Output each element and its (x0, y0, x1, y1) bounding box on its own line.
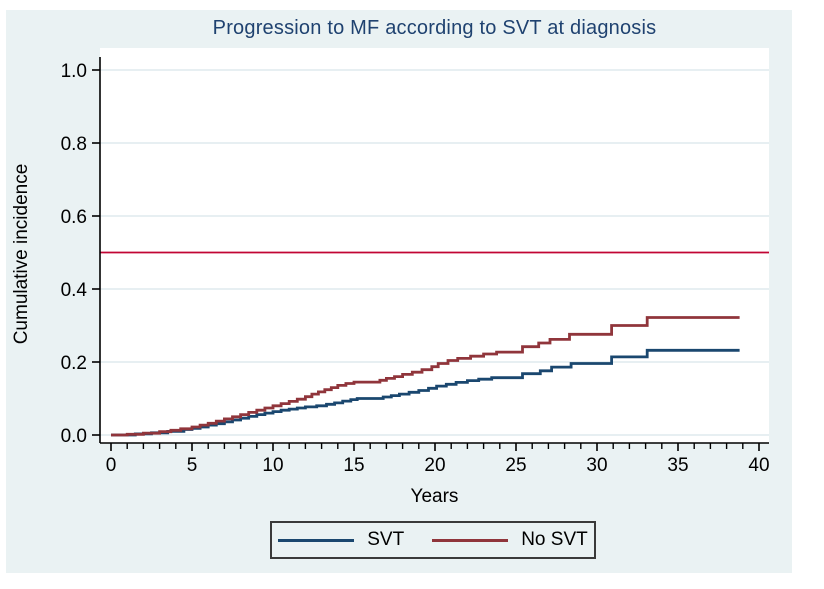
x-tick-label: 0 (106, 455, 117, 476)
legend: SVT No SVT (270, 521, 596, 559)
legend-entry-svt: SVT (278, 529, 404, 551)
legend-label-svt: SVT (367, 529, 405, 550)
y-tick-label: 0.2 (61, 353, 87, 374)
x-tick-label: 20 (424, 455, 445, 476)
series-line-no-svt (111, 316, 740, 437)
x-tick-label: 15 (343, 455, 364, 476)
x-tick-label: 35 (667, 455, 688, 476)
legend-swatch-svt (278, 538, 355, 542)
chart-title: Progression to MF according to SVT at di… (212, 17, 657, 39)
y-tick-label: 0.8 (61, 134, 87, 155)
x-tick-label: 5 (187, 455, 198, 476)
y-tick-label: 0.4 (61, 280, 88, 301)
x-tick-label: 10 (262, 455, 283, 476)
x-tick-label: 25 (505, 455, 526, 476)
y-tick-label: 0.6 (61, 207, 87, 228)
x-axis-title: Years (410, 486, 459, 507)
y-tick-label: 1.0 (61, 61, 87, 82)
y-tick-label: 0.0 (61, 426, 87, 447)
legend-entry-no-svt: No SVT (432, 529, 588, 551)
x-tick-label: 30 (586, 455, 607, 476)
legend-label-no-svt: No SVT (521, 529, 588, 550)
x-tick-label: 40 (748, 455, 769, 476)
legend-swatch-no-svt (432, 538, 509, 542)
series-line-svt (111, 348, 740, 437)
plot-area (100, 48, 769, 443)
